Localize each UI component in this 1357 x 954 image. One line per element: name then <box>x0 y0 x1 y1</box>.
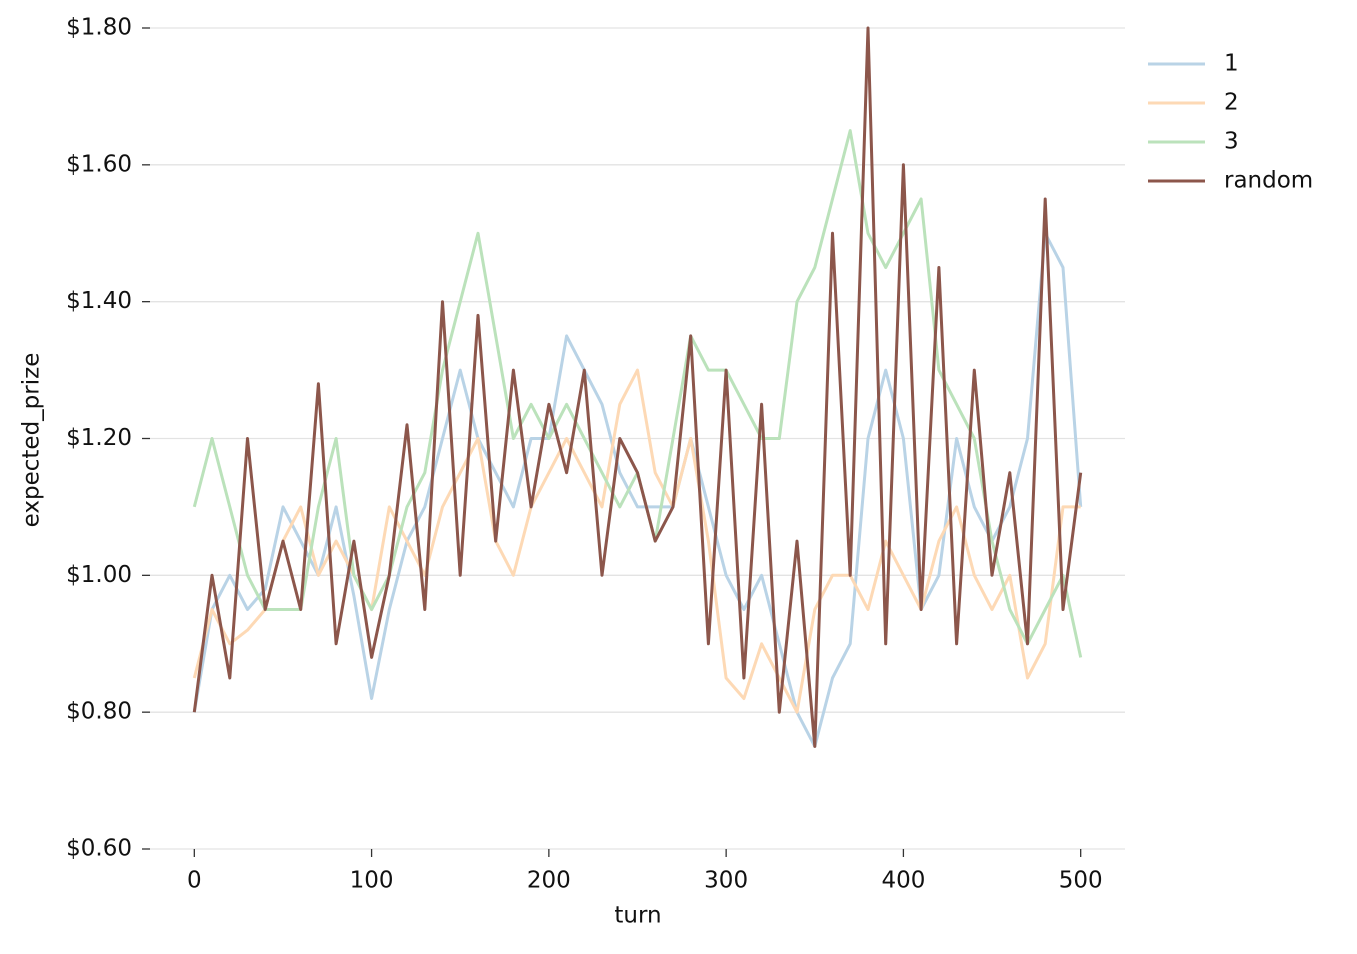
x-axis-label: turn <box>614 903 661 929</box>
series-line <box>192 129 1083 658</box>
legend-label: random <box>1224 168 1313 194</box>
y-tick-label: $1.80 <box>66 15 132 41</box>
series-line <box>192 26 1083 748</box>
legend-label: 1 <box>1224 51 1239 77</box>
series-line <box>192 231 1083 748</box>
y-tick-label: $1.20 <box>66 425 132 451</box>
y-tick-label: $1.00 <box>66 562 132 588</box>
x-tick-label: 0 <box>187 868 202 894</box>
y-tick-label: $1.60 <box>66 151 132 177</box>
series-line <box>192 368 1081 714</box>
y-axis-label: expected_prize <box>19 353 45 528</box>
y-tick-label: $0.80 <box>66 699 132 725</box>
x-tick-label: 300 <box>704 868 748 894</box>
x-tick-label: 200 <box>527 868 571 894</box>
x-tick-label: 500 <box>1059 868 1103 894</box>
x-tick-label: 100 <box>350 868 394 894</box>
legend-label: 2 <box>1224 90 1239 116</box>
y-tick-label: $0.60 <box>66 836 132 862</box>
legend-label: 3 <box>1224 129 1239 155</box>
y-tick-label: $1.40 <box>66 288 132 314</box>
x-tick-label: 400 <box>881 868 925 894</box>
